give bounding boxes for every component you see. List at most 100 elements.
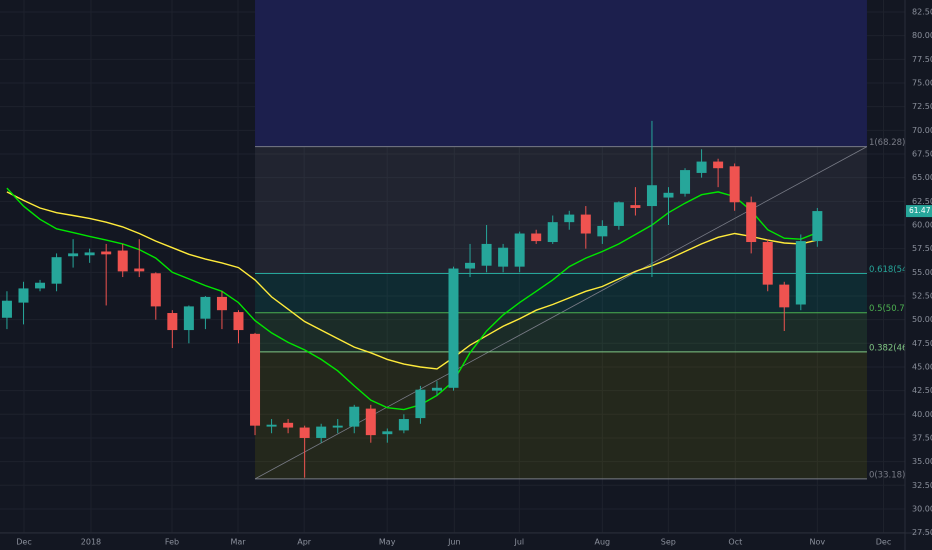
- candle-body: [283, 422, 294, 428]
- candle-body: [18, 288, 29, 303]
- y-tick-label: 75.00: [912, 79, 932, 88]
- x-tick-label: Dec: [876, 538, 891, 547]
- y-tick-label: 60.00: [912, 220, 932, 229]
- x-tick-label: 2018: [81, 538, 101, 547]
- candle-body: [713, 161, 724, 169]
- fib-zone: [255, 146, 867, 274]
- x-tick-label: Feb: [165, 538, 179, 547]
- y-tick-label: 77.50: [912, 55, 932, 64]
- candle-body: [613, 202, 624, 226]
- x-tick-label: Jun: [447, 538, 461, 547]
- x-tick-label: Sep: [661, 538, 676, 547]
- candle-body: [729, 166, 740, 203]
- candle-body: [481, 243, 492, 266]
- candle-body: [465, 262, 476, 269]
- candle-body: [746, 202, 757, 243]
- fib-level-label: 1(68.28): [869, 138, 905, 148]
- candle-body: [680, 170, 691, 194]
- fib-zone: [255, 312, 867, 352]
- candle-body: [266, 424, 277, 427]
- candle-body: [299, 427, 310, 438]
- candle-body: [150, 273, 161, 307]
- candle-body: [250, 333, 261, 426]
- fib-level-label: 0.382(46.59): [869, 343, 924, 353]
- y-tick-label: 47.50: [912, 339, 932, 348]
- y-tick-label: 62.50: [912, 197, 932, 206]
- x-tick-label: Jul: [513, 538, 524, 547]
- candle-body: [216, 296, 227, 311]
- y-tick-label: 72.50: [912, 102, 932, 111]
- candle-body: [696, 161, 707, 173]
- candle-body: [597, 225, 608, 237]
- candle-body: [35, 282, 46, 289]
- candle-body: [646, 185, 657, 207]
- candle-body: [531, 233, 542, 242]
- candle-body: [167, 313, 178, 331]
- candle-body: [564, 214, 575, 223]
- y-tick-label: 80.00: [912, 31, 932, 40]
- candle-body: [630, 205, 641, 208]
- y-tick-label: 50.00: [912, 315, 932, 324]
- y-tick-label: 70.00: [912, 126, 932, 135]
- candle-body: [514, 233, 525, 267]
- x-tick-label: Mar: [230, 538, 246, 547]
- fib-level-label: 0.618(54.87): [869, 265, 924, 275]
- candle-body: [431, 387, 442, 391]
- y-tick-label: 52.50: [912, 291, 932, 300]
- candle-body: [498, 247, 509, 267]
- fib-level-label: 0(33.18): [869, 470, 905, 480]
- fib-upper-band: [255, 0, 867, 147]
- y-tick-label: 45.00: [912, 362, 932, 371]
- x-tick-label: Dec: [16, 538, 31, 547]
- candle-body: [84, 252, 95, 256]
- y-tick-label: 35.00: [912, 457, 932, 466]
- candle-body: [316, 426, 327, 438]
- moving-average-line: [6, 191, 818, 370]
- candle-body: [117, 250, 128, 272]
- candle-body: [134, 268, 145, 272]
- candle-body: [762, 242, 773, 285]
- candle-body: [200, 296, 211, 319]
- candle-body: [812, 211, 823, 242]
- candle-body: [398, 419, 409, 431]
- candle-body: [1, 300, 12, 318]
- last-price-label: 61.47: [909, 206, 931, 215]
- fib-zone: [255, 351, 867, 479]
- candle-body: [365, 408, 376, 436]
- fib-level-label: 0.5(50.73): [869, 304, 913, 314]
- candle-body: [415, 389, 426, 419]
- candle-body: [183, 306, 194, 331]
- x-tick-label: Oct: [728, 538, 742, 547]
- y-tick-label: 27.50: [912, 528, 932, 537]
- y-tick-label: 55.00: [912, 268, 932, 277]
- y-tick-label: 42.50: [912, 386, 932, 395]
- y-tick-label: 30.00: [912, 504, 932, 513]
- x-tick-label: Nov: [810, 538, 826, 547]
- last-price-tag: [906, 205, 932, 218]
- candle-body: [382, 431, 393, 435]
- candle-body: [51, 257, 62, 284]
- candle-body: [580, 214, 591, 234]
- candle-body: [349, 406, 360, 427]
- candle-body: [795, 241, 806, 305]
- fib-zone: [255, 273, 867, 313]
- x-tick-label: Aug: [595, 538, 611, 547]
- y-tick-label: 82.50: [912, 8, 932, 17]
- candle-body: [448, 268, 459, 388]
- candle-body: [68, 253, 79, 257]
- candle-body: [101, 251, 112, 255]
- x-tick-label: May: [379, 538, 396, 547]
- y-tick-label: 67.50: [912, 150, 932, 159]
- x-tick-label: Apr: [297, 538, 312, 547]
- plot: [1, 120, 823, 478]
- candle-body: [547, 222, 558, 243]
- candle-body: [332, 425, 343, 428]
- y-tick-label: 32.50: [912, 481, 932, 490]
- candle-body: [663, 192, 674, 198]
- moving-average-line: [6, 187, 818, 411]
- y-tick-label: 37.50: [912, 433, 932, 442]
- y-tick-label: 57.50: [912, 244, 932, 253]
- candle-body: [233, 312, 244, 331]
